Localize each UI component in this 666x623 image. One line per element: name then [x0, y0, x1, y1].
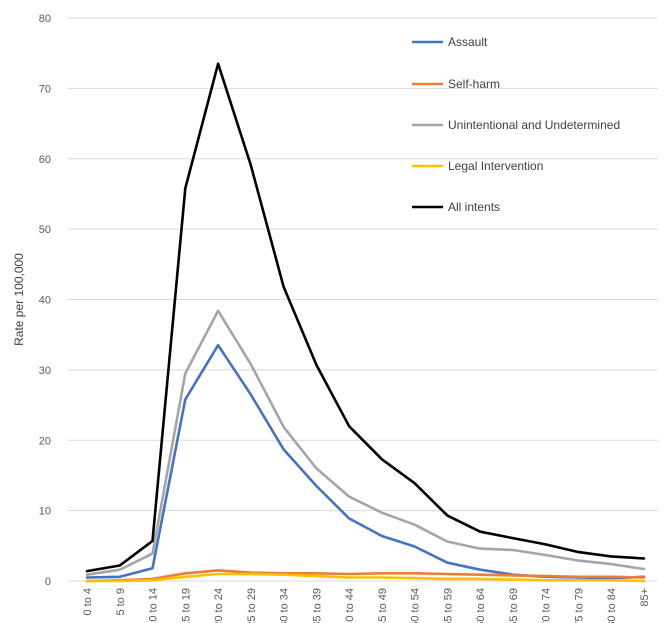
y-tick-label: 80 — [39, 13, 51, 25]
x-tick-label: 30 to 34 — [279, 588, 291, 623]
x-tick-label: 40 to 44 — [344, 588, 356, 623]
series-line-1 — [85, 569, 646, 583]
y-tick-label: 60 — [39, 154, 51, 166]
y-tick-label: 0 — [45, 576, 51, 588]
x-tick-label: 50 to 54 — [410, 588, 422, 623]
y-axis-ticks: 0 10 20 30 40 50 60 70 80 — [39, 13, 51, 588]
x-tick-label: 75 to 79 — [573, 588, 585, 623]
x-tick-label: 55 to 59 — [442, 588, 454, 623]
legend-label: Unintentional and Undetermined — [448, 118, 620, 132]
y-tick-label: 50 — [39, 224, 51, 236]
y-tick-label: 30 — [39, 365, 51, 377]
x-tick-label: 35 to 39 — [311, 588, 323, 623]
y-tick-label: 70 — [39, 83, 51, 95]
legend-label: Legal Intervention — [448, 159, 543, 173]
x-tick-label: 60 to 64 — [475, 588, 487, 623]
gridlines — [68, 17, 658, 582]
legend-label: Assault — [448, 35, 488, 49]
x-axis-ticks: 0 to 4 5 to 9 10 to 14 15 to 19 20 to 24 25 t… — [82, 588, 651, 623]
x-tick-label: 10 to 14 — [148, 588, 160, 623]
legend: Assault Self-harm Unintentional and Undete… — [412, 35, 620, 214]
y-tick-label: 40 — [39, 295, 51, 307]
legend-label: Self-harm — [448, 77, 500, 91]
x-tick-label: 45 to 49 — [377, 588, 389, 623]
x-tick-label: 25 to 29 — [246, 588, 258, 623]
y-tick-label: 10 — [39, 506, 51, 518]
series-lines — [85, 62, 646, 583]
series-line-4 — [85, 62, 646, 573]
x-tick-label: 5 to 9 — [115, 588, 127, 616]
series-line-3 — [85, 572, 646, 583]
legend-label: All intents — [448, 200, 500, 214]
series-line-0 — [85, 343, 646, 580]
x-tick-label: 20 to 24 — [213, 588, 225, 623]
x-tick-label: 80 to 84 — [606, 588, 618, 623]
x-tick-label: 85+ — [639, 588, 651, 607]
y-tick-label: 20 — [39, 435, 51, 447]
x-tick-label: 70 to 74 — [541, 588, 553, 623]
x-tick-label: 15 to 19 — [180, 588, 192, 623]
series-line-2 — [85, 309, 646, 577]
x-tick-label: 0 to 4 — [82, 588, 94, 616]
y-axis-label: Rate per 100,000 — [12, 253, 26, 346]
x-tick-label: 65 to 69 — [508, 588, 520, 623]
